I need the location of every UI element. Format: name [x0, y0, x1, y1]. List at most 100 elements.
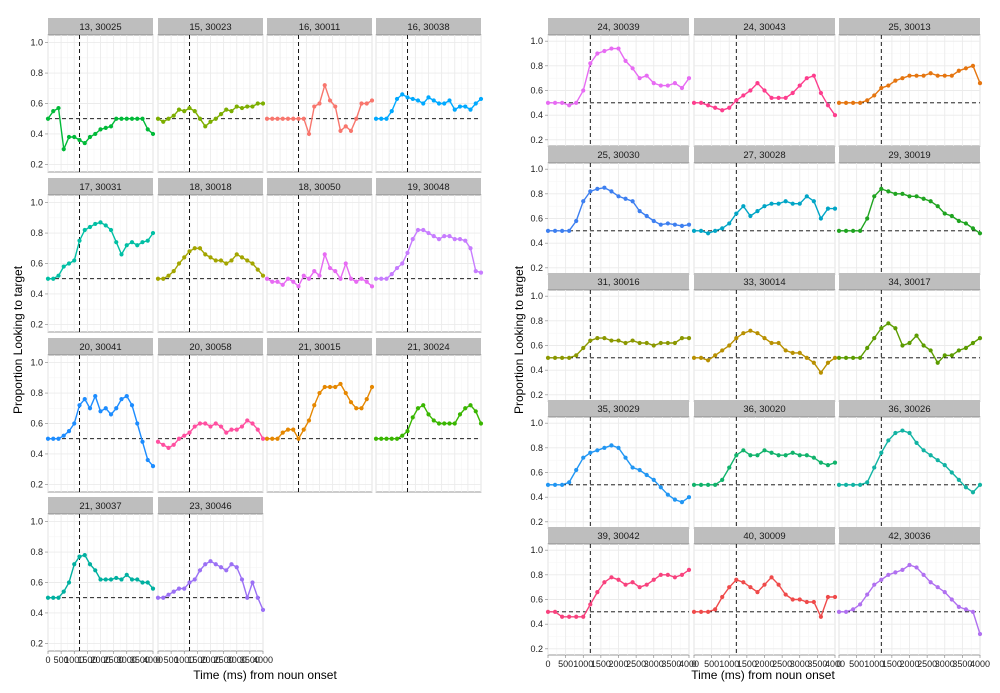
data-point: [145, 457, 150, 463]
data-point: [72, 421, 77, 426]
data-point: [797, 83, 802, 88]
data-point: [900, 191, 905, 196]
data-point: [588, 602, 593, 607]
data-point: [691, 609, 697, 614]
data-point: [609, 46, 614, 51]
x-tick-label: 2000: [90, 655, 110, 665]
data-point: [720, 108, 725, 113]
data-point: [970, 63, 976, 68]
data-point: [103, 406, 108, 411]
data-point: [811, 199, 816, 204]
y-tick-label: 0.4: [30, 449, 43, 459]
data-point: [665, 492, 670, 497]
data-point: [103, 125, 108, 130]
data-point: [442, 101, 447, 106]
x-tick-label: 0: [45, 655, 50, 665]
data-point: [373, 116, 379, 121]
data-point: [394, 265, 400, 271]
data-point: [45, 436, 51, 441]
data-point: [865, 345, 870, 351]
y-tick-label: 1.0: [530, 291, 543, 301]
data-point: [135, 116, 140, 121]
data-point: [239, 424, 245, 429]
x-tick-label: 500: [558, 659, 573, 669]
facet-strip-label: 36, 30020: [743, 404, 785, 415]
y-tick-label: 0.8: [530, 443, 543, 453]
y-tick-label: 0.2: [30, 159, 43, 169]
data-point: [942, 463, 947, 468]
data-point: [333, 269, 338, 274]
data-point: [114, 240, 119, 245]
x-tick-label: 2500: [104, 655, 124, 665]
data-point: [560, 228, 565, 233]
data-point: [811, 599, 816, 605]
data-point: [51, 276, 56, 281]
data-point: [161, 595, 166, 600]
data-point: [560, 355, 565, 360]
facet-strip-label: 13, 30025: [79, 22, 121, 33]
data-point: [651, 81, 656, 86]
data-point: [886, 83, 891, 88]
data-point: [783, 592, 788, 597]
data-point: [851, 607, 856, 612]
facet-panel: 16, 30038: [373, 18, 484, 173]
data-point: [72, 562, 77, 567]
data-point: [234, 252, 239, 257]
data-point: [832, 594, 838, 600]
data-point: [224, 107, 229, 112]
data-point: [224, 568, 229, 573]
data-point: [720, 477, 725, 482]
data-point: [942, 590, 947, 595]
data-point: [421, 403, 426, 408]
facet-strip: [376, 178, 481, 195]
data-point: [658, 222, 663, 227]
data-point: [87, 224, 93, 230]
data-point: [166, 116, 171, 121]
facet-strip-label: 24, 30039: [597, 22, 639, 33]
data-point: [886, 321, 891, 326]
facet-strip-label: 16, 30011: [299, 22, 341, 33]
data-point: [301, 273, 306, 278]
data-point: [394, 96, 400, 102]
data-point: [581, 345, 586, 351]
data-point: [949, 597, 954, 602]
data-point: [851, 482, 856, 487]
x-tick-label: 500: [54, 655, 69, 665]
data-point: [343, 261, 348, 266]
data-point: [921, 343, 926, 348]
data-point: [187, 249, 192, 254]
data-point: [935, 585, 940, 590]
data-point: [602, 580, 607, 585]
data-point: [155, 276, 161, 281]
facet-panel: 18, 30050: [264, 178, 375, 333]
data-point: [166, 273, 171, 278]
facet-strip: [267, 338, 372, 355]
data-point: [893, 78, 898, 83]
data-point: [665, 221, 670, 226]
data-point: [797, 350, 802, 355]
data-point: [879, 326, 884, 331]
data-point: [145, 238, 150, 243]
data-point: [623, 196, 628, 201]
facet-panel: 31, 30016 0.2 0.4 0.6 0.8 1.0: [530, 273, 692, 402]
x-tick-label: 4000: [253, 655, 273, 665]
data-point: [602, 336, 607, 341]
data-point: [914, 73, 919, 78]
data-point: [698, 228, 704, 233]
data-point: [373, 436, 379, 441]
y-tick-label: 0.8: [530, 570, 543, 580]
data-point: [405, 95, 410, 100]
facet-strip: [158, 18, 263, 35]
data-point: [865, 592, 870, 597]
data-point: [119, 116, 124, 121]
data-point: [322, 252, 327, 257]
x-tick-label: 2000: [754, 659, 774, 669]
data-point: [98, 409, 103, 414]
data-point: [114, 116, 119, 121]
data-point: [893, 326, 898, 331]
data-point: [442, 421, 447, 426]
data-point: [567, 614, 572, 619]
data-point: [473, 101, 478, 106]
data-point: [264, 116, 270, 121]
data-point: [364, 279, 369, 284]
